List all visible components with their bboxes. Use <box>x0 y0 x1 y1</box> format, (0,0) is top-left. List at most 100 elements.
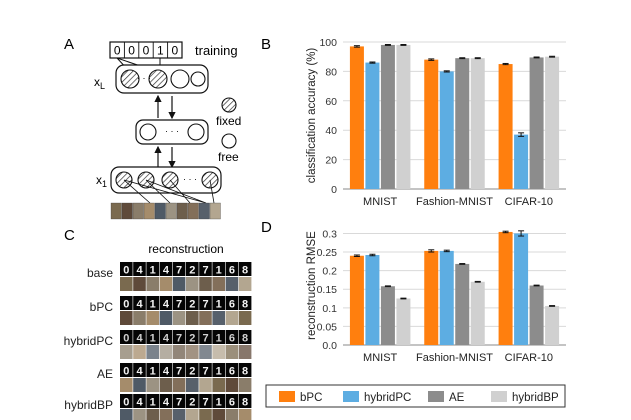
y-tick-label: 0.05 <box>317 321 338 333</box>
digit-thumbnail <box>172 394 186 408</box>
bar-bPC <box>349 46 364 189</box>
photo-thumbnail <box>238 378 252 392</box>
digit-glyph: 4 <box>163 397 170 409</box>
label-digit: 0 <box>143 44 150 58</box>
input-image-thumbnail <box>187 202 199 220</box>
digit-thumbnail <box>133 330 146 344</box>
digit-thumbnail <box>199 262 212 276</box>
label-digit: 0 <box>114 44 121 58</box>
input-image-thumbnail <box>143 202 155 220</box>
digit-glyph: 1 <box>150 333 156 345</box>
digit-thumbnail <box>199 363 212 377</box>
digit-thumbnail <box>146 330 159 344</box>
photo-thumbnail <box>172 277 186 291</box>
digit-thumbnail <box>146 296 159 310</box>
photo-thumbnail <box>159 378 173 392</box>
digit-glyph: 8 <box>242 333 248 345</box>
digit-thumbnail <box>212 296 225 310</box>
ellipsis: · · · <box>165 126 179 136</box>
label-digit: 0 <box>128 44 135 58</box>
photo-thumbnail <box>225 311 239 325</box>
digit-thumbnail <box>186 262 199 276</box>
photo-thumbnail <box>212 378 225 392</box>
digit-glyph: 2 <box>189 333 195 345</box>
photo-thumbnail <box>120 409 133 420</box>
digit-thumbnail <box>133 262 146 276</box>
digit-thumbnail <box>212 394 225 408</box>
digit-glyph: 1 <box>216 333 222 345</box>
digit-glyph: 7 <box>176 397 182 409</box>
digit-glyph: 1 <box>216 397 222 409</box>
digit-thumbnail <box>120 262 133 276</box>
digit-thumbnail <box>172 262 186 276</box>
photo-thumbnail <box>146 311 159 325</box>
bar-bPC <box>498 231 513 345</box>
legend: bPC hybridPC AE hybridBP <box>265 384 566 408</box>
panel-a: A 0 0 0 1 0 training · · · xL <box>64 36 241 220</box>
free-legend-icon <box>221 133 237 149</box>
layer-top: · · · <box>115 64 209 94</box>
y-tick-label: 0.0 <box>322 340 337 352</box>
digit-thumbnail <box>212 262 225 276</box>
digit-thumbnail <box>212 363 225 377</box>
digit-glyph: 6 <box>229 366 235 378</box>
y-tick-label: 20 <box>325 155 337 167</box>
digit-glyph: 1 <box>150 299 156 311</box>
x-tick-label: Fashion-MNIST <box>416 352 493 364</box>
bar-hybridPC <box>439 250 454 345</box>
photo-thumbnail <box>172 345 186 359</box>
photo-thumbnail <box>120 311 133 325</box>
digit-glyph: 7 <box>176 333 182 345</box>
digit-thumbnail <box>186 394 199 408</box>
photo-thumbnail <box>159 345 173 359</box>
panel-letter-a: A <box>64 36 74 53</box>
digit-glyph: 2 <box>189 265 195 277</box>
label-digit: 1 <box>157 44 164 58</box>
photo-thumbnail <box>120 277 133 291</box>
photo-thumbnail <box>159 277 173 291</box>
fixed-neuron-icon <box>120 69 140 89</box>
digit-thumbnail <box>159 363 173 377</box>
chart-rmse: 0.0 0.05 0.1 0.15 0.2 0.25 0.3 reconstruction R… <box>306 228 566 364</box>
digit-thumbnail <box>186 330 199 344</box>
legend-swatch <box>279 391 295 402</box>
x-tick-label: CIFAR-10 <box>505 196 553 208</box>
digit-thumbnail <box>120 394 133 408</box>
bar-AE <box>380 286 395 345</box>
digit-glyph: 7 <box>202 265 208 277</box>
layer-middle: · · · <box>135 119 209 145</box>
y-axis-label: reconstruction RMSE <box>306 231 318 340</box>
panel-d: D 0.0 0.05 0.1 0.15 0.2 0.25 0.3 reconstruction… <box>261 219 566 364</box>
photo-thumbnail <box>186 378 199 392</box>
y-tick-label: 0.1 <box>322 303 337 315</box>
digit-thumbnail <box>159 296 173 310</box>
input-image-thumbnail <box>209 202 221 220</box>
layer-top-label: xL <box>94 75 105 91</box>
x-tick-label: CIFAR-10 <box>505 352 553 364</box>
digit-thumbnail <box>199 296 212 310</box>
photo-thumbnail <box>120 345 133 359</box>
legend-swatch <box>343 391 359 402</box>
digit-thumbnail <box>172 330 186 344</box>
bar-hybridBP <box>396 44 411 189</box>
photo-thumbnail <box>199 409 212 420</box>
digit-thumbnail <box>225 363 239 377</box>
x-tick-label: MNIST <box>363 352 398 364</box>
digit-glyph: 4 <box>163 299 170 311</box>
digit-thumbnail <box>159 262 173 276</box>
digit-glyph: 0 <box>123 366 129 378</box>
y-tick-label: 0.15 <box>317 284 338 296</box>
photo-thumbnail <box>146 277 159 291</box>
y-tick-label: 0 <box>331 184 337 196</box>
digit-glyph: 6 <box>229 397 235 409</box>
photo-thumbnail <box>172 311 186 325</box>
ellipsis: · · · <box>137 73 151 83</box>
photo-thumbnail <box>133 311 146 325</box>
photo-thumbnail <box>186 277 199 291</box>
label-digit: 0 <box>171 44 178 58</box>
layer-bottom-label: x1 <box>96 173 107 189</box>
digit-glyph: 4 <box>163 333 170 345</box>
photo-thumbnail <box>212 345 225 359</box>
free-neuron-icon <box>170 69 190 89</box>
digit-thumbnail <box>133 296 146 310</box>
